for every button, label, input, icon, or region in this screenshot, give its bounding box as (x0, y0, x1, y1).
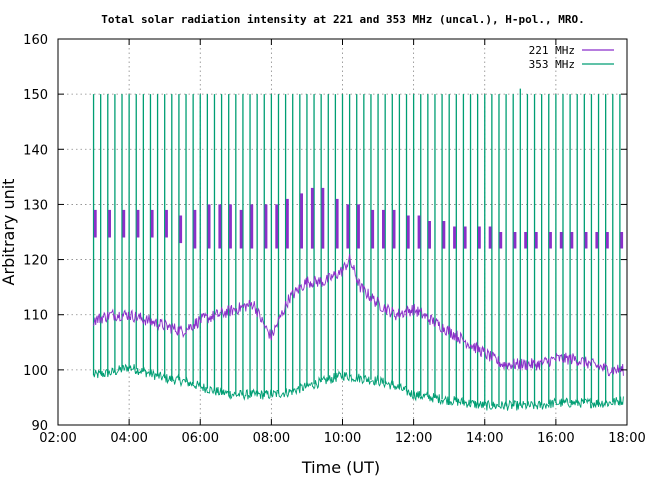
series-221-mhz-line (93, 253, 624, 377)
series-221-mhz-spike (122, 209, 126, 238)
x-tick-label: 06:00 (182, 431, 219, 446)
x-tick-label: 14:00 (466, 431, 503, 446)
series-221-mhz-spike (382, 209, 385, 249)
series-221-mhz-spike (229, 204, 232, 249)
x-tick-label: 12:00 (395, 431, 432, 446)
series-221-mhz-spike (239, 209, 243, 249)
series-221-mhz-spike (300, 193, 303, 249)
series-221-mhz-spike (549, 232, 552, 249)
tick-labels: 02:00 04:00 06:00 08:00 10:00 12:00 14:00 16:00… (23, 33, 646, 446)
x-tick-label: 10:00 (324, 431, 361, 446)
series-221-mhz-spike (93, 209, 97, 238)
series-221-mhz-spike (286, 198, 289, 249)
legend-label-353: 353 MHz (529, 58, 575, 71)
y-tick-label: 120 (23, 254, 48, 269)
y-tick-label: 90 (31, 419, 48, 434)
x-axis-label: Time (UT) (301, 458, 380, 477)
x-tick-label: 02:00 (39, 431, 76, 446)
y-tick-label: 160 (23, 33, 48, 48)
chart-title: Total solar radiation intensity at 221 a… (101, 13, 584, 26)
series-221-mhz-spike (335, 198, 339, 249)
series-221-mhz-spike (463, 226, 467, 249)
series-221-mhz-spike (310, 187, 314, 249)
series-221-mhz-spike (478, 226, 481, 249)
y-tick-label: 130 (23, 198, 48, 213)
series-221-mhz-spike (193, 209, 197, 249)
y-axis-label: Arbitrary unit (0, 179, 18, 286)
series-221-mhz-spike (207, 204, 211, 249)
y-tick-label: 150 (23, 88, 48, 103)
series-221-mhz-spike (165, 209, 168, 238)
y-tick-label: 110 (23, 309, 48, 324)
series-layer (92, 88, 624, 411)
legend-label-221: 221 MHz (529, 44, 575, 57)
ticks (57, 38, 628, 426)
series-221-mhz-spike (179, 215, 183, 244)
y-tick-label: 100 (23, 364, 48, 379)
series-221-mhz-spike (559, 232, 563, 249)
y-tick-label: 140 (23, 143, 48, 158)
series-221-mhz-spike (371, 209, 375, 249)
series-221-mhz-spike (264, 204, 268, 249)
x-tick-label: 18:00 (608, 431, 645, 446)
series-221-mhz-spike (357, 204, 360, 249)
series-221-mhz-spike (584, 232, 588, 249)
series-221-mhz-spike (150, 209, 154, 238)
x-tick-label: 04:00 (110, 431, 147, 446)
x-tick-label: 16:00 (537, 431, 574, 446)
series-221-mhz-spike (499, 232, 503, 249)
series-221-mhz-spike (488, 226, 492, 249)
series-221-mhz-spike (570, 232, 574, 249)
series-221-mhz-spike (218, 204, 222, 249)
legend: 221 MHz 353 MHz (529, 44, 614, 71)
series-221-mhz-spike (442, 221, 446, 249)
series-221-mhz-spike (453, 226, 456, 249)
series-221-mhz-spike (275, 204, 279, 249)
series-221-mhz-spike (108, 209, 111, 238)
series-221-mhz-spike (346, 204, 350, 249)
series-221-mhz-spike (595, 232, 599, 249)
series-221-mhz-spike (406, 215, 410, 249)
series-221-mhz-spike (417, 215, 421, 249)
x-tick-label: 08:00 (253, 431, 290, 446)
series-221-mhz-spike (321, 187, 325, 249)
series-221-mhz-spike (136, 209, 140, 238)
series-221-mhz-spike (620, 232, 624, 249)
series-221-mhz-spike (250, 204, 254, 249)
series-221-mhz-spike (428, 221, 431, 249)
series-221-mhz-spike (513, 232, 517, 249)
series-221-mhz-spike (524, 232, 527, 249)
series-221-mhz-spike (534, 232, 538, 249)
series-221-mhz-spike (606, 232, 609, 249)
series-221-mhz-spike (392, 209, 396, 249)
